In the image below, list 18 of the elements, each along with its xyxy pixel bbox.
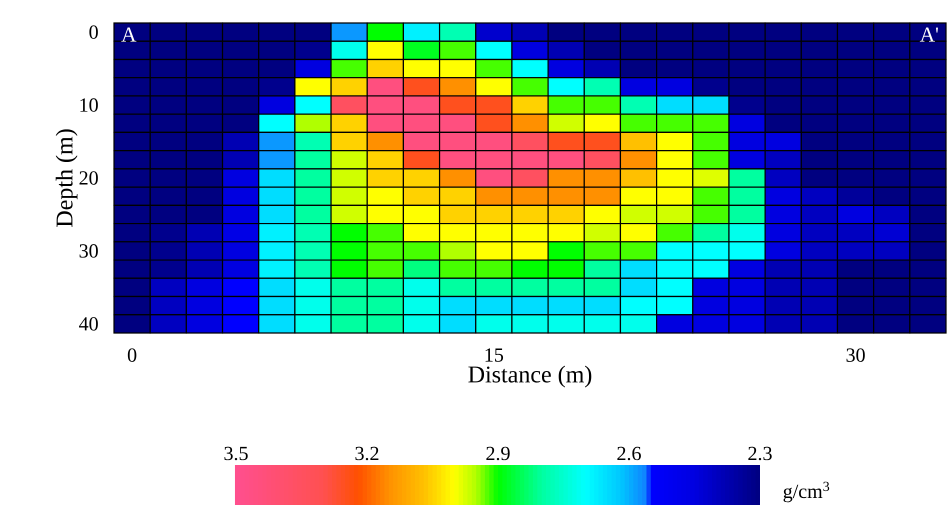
- annotation: A: [121, 27, 136, 42]
- y-tick-label: 0: [89, 25, 98, 39]
- y-tick-label: 20: [80, 171, 98, 185]
- y-tick-label: 10: [80, 98, 98, 112]
- x-tick-label: 30: [846, 348, 865, 362]
- color-bar-label: 3.5: [224, 446, 248, 460]
- x-axis-title: Distance (m): [468, 366, 592, 388]
- x-tick-label: 15: [486, 348, 504, 362]
- x-tick-label: 0: [128, 348, 136, 362]
- color-bar-label: 2.6: [617, 446, 641, 460]
- y-axis-title: Depth (m): [56, 129, 78, 227]
- annotation: A': [920, 27, 938, 42]
- y-tick-label: 40: [79, 317, 98, 331]
- color-bar-label: 3.2: [355, 446, 378, 460]
- color-bar-title: g/cm$^{3}$: [784, 482, 830, 502]
- color-bar-label: 2.3: [748, 446, 772, 460]
- y-tick-label: 30: [80, 244, 98, 258]
- color-bar-label: 2.9: [486, 446, 510, 460]
